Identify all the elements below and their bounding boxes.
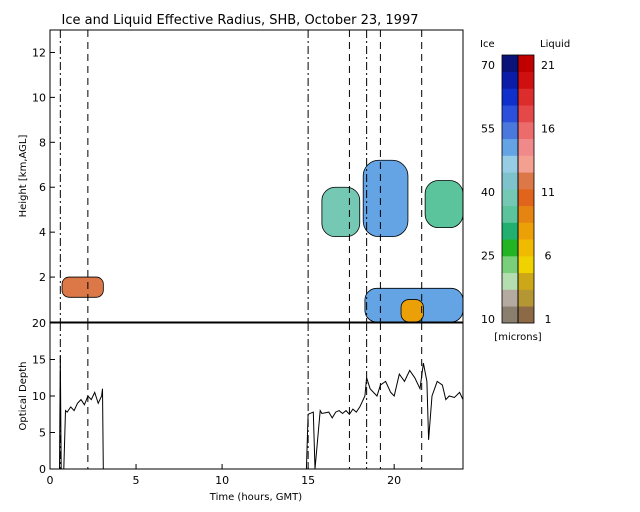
radius-region-3 [362, 159, 409, 238]
ice-swatch-4 [502, 256, 518, 274]
ice-swatch-12 [502, 122, 518, 140]
ice-tick-label: 40 [481, 186, 495, 199]
ice-swatch-3 [502, 272, 518, 290]
liquid-swatch-6 [518, 222, 534, 240]
liquid-swatch-14 [518, 88, 534, 106]
liquid-tick-label: 21 [541, 59, 555, 72]
radius-y-tick-label: 2 [39, 271, 46, 284]
ice-swatch-8 [502, 189, 518, 207]
chart-title: Ice and Liquid Effective Radius, SHB, Oc… [61, 13, 418, 28]
liquid-tick-label: 11 [541, 186, 555, 199]
liquid-swatch-9 [518, 172, 534, 190]
radius-y-tick-label: 12 [32, 46, 46, 59]
depth-y-tick-label: 15 [32, 354, 46, 367]
liquid-swatch-2 [518, 289, 534, 307]
depth-marker-lines [59, 323, 423, 469]
liquid-swatch-4 [518, 256, 534, 274]
ice-swatch-2 [502, 289, 518, 307]
radius-y-tick-label: 10 [32, 91, 46, 104]
ice-swatch-16 [502, 55, 518, 73]
ice-swatch-14 [502, 88, 518, 106]
ice-swatch-15 [502, 71, 518, 89]
ice-swatch-5 [502, 239, 518, 257]
radius-region-4 [424, 180, 464, 229]
ice-swatch-13 [502, 105, 518, 123]
radius-regions [61, 159, 464, 323]
depth-y-tick-label: 10 [32, 390, 46, 403]
ice-tick-label: 25 [481, 250, 495, 263]
ice-swatch-6 [502, 222, 518, 240]
radius-plot-frame [49, 29, 464, 323]
ice-tick-label: 10 [481, 313, 495, 326]
liquid-swatch-1 [518, 306, 534, 324]
ice-swatch-9 [502, 172, 518, 190]
liquid-swatch-15 [518, 71, 534, 89]
optical-depth-series-line [50, 355, 464, 470]
depth-y-tick-label: 20 [32, 317, 46, 330]
radius-region-2 [321, 186, 361, 238]
liquid-swatch-12 [518, 122, 534, 140]
liquid-swatch-5 [518, 239, 534, 257]
depth-plot-frame [49, 322, 464, 470]
depth-y-tick-label: 0 [39, 463, 46, 476]
x-axis-label: Time (hours, GMT) [209, 492, 303, 503]
ice-swatch-7 [502, 205, 518, 223]
liquid-tick-label: 6 [545, 250, 552, 263]
radius-region-1 [61, 276, 104, 298]
radius-region-6 [400, 299, 424, 323]
ice-swatch-10 [502, 155, 518, 173]
radius-marker-lines [59, 30, 423, 322]
depth-x-ticks: 0 5 10 15 20 [47, 464, 401, 487]
liquid-swatch-7 [518, 205, 534, 223]
depth-y-tick-label: 5 [39, 427, 46, 440]
liquid-swatch-8 [518, 189, 534, 207]
x-tick-label: 5 [133, 474, 140, 487]
radius-y-ticks: 2 4 6 8 10 12 [32, 46, 55, 284]
radius-panel: 2 4 6 8 10 12 Height [km,AGL] [18, 29, 464, 323]
liquid-swatch-3 [518, 272, 534, 290]
liquid-swatch-13 [518, 105, 534, 123]
liquid-tick-label: 1 [545, 313, 552, 326]
x-tick-label: 0 [47, 474, 54, 487]
radius-y-tick-label: 8 [39, 136, 46, 149]
radius-y-axis-label: Height [km,AGL] [18, 135, 29, 218]
ice-swatch-11 [502, 138, 518, 156]
x-tick-label: 10 [215, 474, 229, 487]
ice-tick-label: 55 [481, 123, 495, 136]
liquid-tick-label: 16 [541, 123, 555, 136]
optical-depth-panel: 0 5 10 15 20 0 5 10 15 20 Optical Depth Time (ho… [18, 317, 464, 503]
radius-y-tick-label: 4 [39, 226, 46, 239]
ice-swatch-1 [502, 306, 518, 324]
liquid-swatch-11 [518, 138, 534, 156]
x-tick-label: 15 [301, 474, 315, 487]
colorbar-liquid-frame [517, 54, 535, 324]
depth-y-axis-label: Optical Depth [18, 362, 29, 431]
x-tick-label: 20 [387, 474, 401, 487]
colorbar-ice-heading: Ice [480, 39, 495, 50]
liquid-swatch-10 [518, 155, 534, 173]
liquid-swatch-16 [518, 55, 534, 73]
colorbar-ice-swatches [502, 55, 518, 324]
ice-tick-label: 70 [481, 59, 495, 72]
colorbar-liquid-swatches [518, 55, 534, 324]
depth-y-ticks: 0 5 10 15 20 [32, 317, 55, 476]
radius-y-tick-label: 6 [39, 181, 46, 194]
colorbar-liquid-heading: Liquid [540, 39, 570, 50]
colorbar-unit: [microns] [494, 332, 541, 343]
